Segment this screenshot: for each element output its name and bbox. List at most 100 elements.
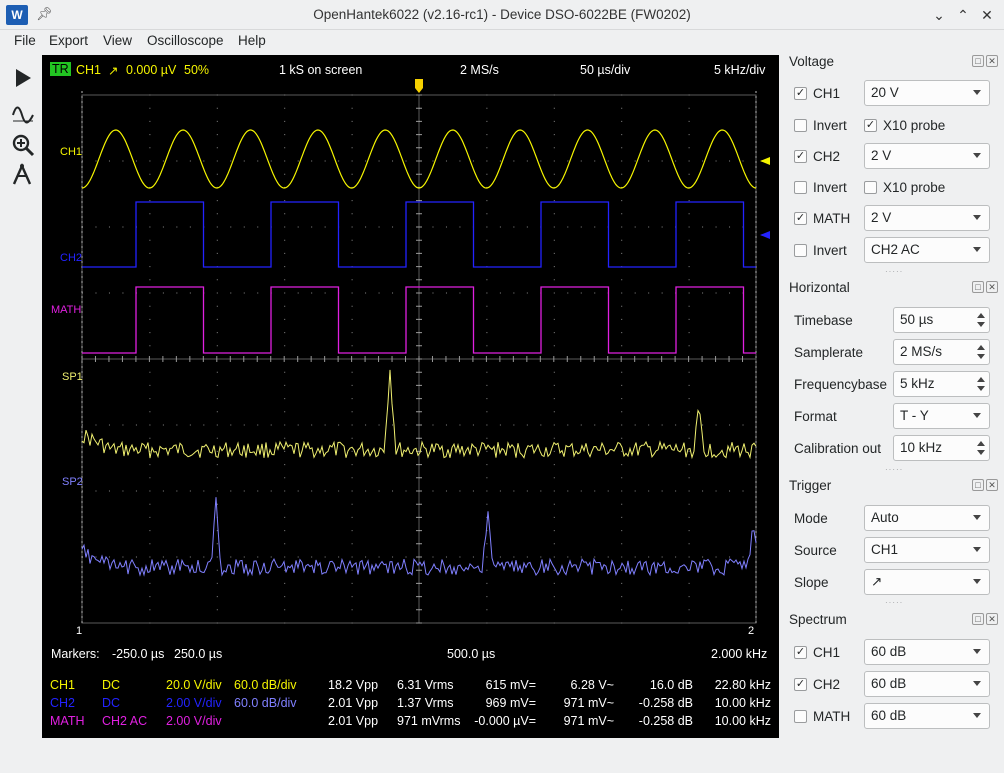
spectrum-ch2-checkbox[interactable]: ✓	[794, 678, 807, 691]
horizontal-dock-buttons[interactable]: □ ✕	[970, 281, 998, 293]
spectrum-dock-buttons[interactable]: □ ✕	[970, 613, 998, 625]
trace-label-math: MATH	[51, 304, 82, 316]
trigger-mode-select[interactable]: Auto	[864, 505, 990, 531]
format-select[interactable]: T - Y	[893, 403, 990, 429]
marker-delta-time: 500.0 µs	[447, 647, 496, 661]
measurement-dbdiv: 60.0 dB/div	[234, 696, 297, 710]
spectrum-math-select[interactable]: 60 dB	[864, 703, 990, 729]
menu-bar: File Export View Oscilloscope Help	[0, 30, 1004, 52]
frequencybase-spinbox[interactable]: 5 kHz	[893, 371, 990, 397]
measurement-freq: 10.00 kHz	[714, 696, 771, 710]
menu-oscilloscope[interactable]: Oscilloscope	[147, 33, 224, 48]
float-icon[interactable]: □	[972, 479, 984, 491]
measurement-freq: 10.00 kHz	[714, 714, 771, 728]
trigger-slope-select[interactable]: ↗	[864, 569, 990, 595]
measurement-name: CH1	[50, 678, 76, 692]
float-icon[interactable]: □	[972, 55, 984, 67]
maximize-icon[interactable]: ⌃	[957, 7, 969, 23]
ch2-checkbox[interactable]: ✓	[794, 150, 807, 163]
measurement-vdiv: 2.00 V/div	[166, 714, 222, 728]
spectrum-ch1-checkbox[interactable]: ✓	[794, 646, 807, 659]
menu-view[interactable]: View	[103, 33, 133, 48]
trigger-dock-buttons[interactable]: □ ✕	[970, 479, 998, 491]
resize-grip[interactable]: ·····	[885, 267, 904, 276]
resize-grip[interactable]: ·····	[885, 465, 904, 474]
format-label: Format	[794, 409, 837, 424]
timebase-spinbox[interactable]: 50 µs	[893, 307, 990, 333]
ch1-invert-checkbox[interactable]	[794, 119, 807, 132]
scope-display[interactable]: TR CH1 ↗ 0.000 µV 50% 1 kS on screen 2 M…	[42, 55, 779, 738]
trigger-source-select[interactable]: CH1	[864, 537, 990, 563]
ch1-probe-label: X10 probe	[883, 118, 946, 133]
spectrum-ch1-label: CH1	[813, 645, 841, 660]
marker-start-time: -250.0 µs	[112, 647, 165, 661]
horizontal-title: Horizontal	[789, 280, 850, 295]
chevron-down-icon	[973, 649, 981, 654]
float-icon[interactable]: □	[972, 281, 984, 293]
ch2-invert-checkbox[interactable]	[794, 181, 807, 194]
measurement-db: 16.0 dB	[649, 678, 693, 692]
trace-label-sp2: SP2	[62, 476, 83, 488]
measurement-vrms: 971 mVrms	[397, 714, 461, 728]
ch2-probe-checkbox[interactable]	[864, 181, 877, 194]
resize-grip[interactable]: ·····	[885, 598, 904, 607]
spectrum-1-trace	[81, 369, 757, 460]
marker-2-label[interactable]: 2	[748, 625, 755, 637]
menu-file[interactable]: File	[14, 33, 36, 48]
close-icon[interactable]: ✕	[986, 55, 998, 67]
math-invert-checkbox[interactable]	[794, 244, 807, 257]
trace-label-ch1: CH1	[60, 146, 83, 158]
measurement-coupling: DC	[102, 678, 121, 692]
ch1-level-marker	[760, 157, 770, 165]
ch2-probe-label: X10 probe	[883, 180, 946, 195]
spectrum-math-label: MATH	[813, 709, 851, 724]
timebase-label: Timebase	[794, 313, 853, 328]
frequencybase-label: Frequencybase	[794, 377, 888, 392]
trigger-position-marker	[415, 79, 423, 93]
ch2-gain-select[interactable]: 2 V	[864, 143, 990, 169]
math-checkbox[interactable]: ✓	[794, 212, 807, 225]
chevron-down-icon	[973, 90, 981, 95]
close-icon[interactable]: ✕	[986, 479, 998, 491]
math-mode-select[interactable]: CH2 AC	[864, 237, 990, 263]
menu-help[interactable]: Help	[238, 33, 266, 48]
close-icon[interactable]: ✕	[981, 7, 993, 23]
float-icon[interactable]: □	[972, 613, 984, 625]
measurement-dc: 969 mV=	[485, 696, 536, 710]
measure-icon[interactable]	[10, 163, 36, 189]
measurement-name: MATH	[50, 714, 85, 728]
menu-export[interactable]: Export	[49, 33, 89, 48]
voltage-title: Voltage	[789, 54, 835, 69]
zoom-icon[interactable]	[10, 133, 36, 159]
measurement-dbdiv: 60.0 dB/div	[234, 678, 297, 692]
spectrum-ch2-select[interactable]: 60 dB	[864, 671, 990, 697]
trigger-slope: ↗	[108, 64, 119, 78]
chevron-down-icon	[973, 247, 981, 252]
measurement-dc: 615 mV=	[485, 678, 536, 692]
minimize-icon[interactable]: ⌄	[933, 7, 945, 23]
measurement-name: CH2	[50, 696, 76, 710]
close-icon[interactable]: ✕	[986, 281, 998, 293]
math-gain-select[interactable]: 2 V	[864, 205, 990, 231]
trigger-channel: CH1	[76, 63, 102, 77]
settings-panel: Voltage □ ✕ ✓ CH1 20 V Invert ✓ X10 probe…	[781, 52, 1004, 752]
ch1-gain-select[interactable]: 20 V	[864, 80, 990, 106]
close-icon[interactable]: ✕	[986, 613, 998, 625]
measurement-db: -0.258 dB	[638, 714, 693, 728]
waveform-icon[interactable]	[10, 103, 36, 129]
ch1-checkbox[interactable]: ✓	[794, 87, 807, 100]
spectrum-math-checkbox[interactable]	[794, 710, 807, 723]
samplerate-spinbox[interactable]: 2 MS/s	[893, 339, 990, 365]
calibration-spinbox[interactable]: 10 kHz	[893, 435, 990, 461]
marker-1-label[interactable]: 1	[76, 625, 83, 637]
markers-label: Markers:	[51, 647, 100, 661]
pin-icon[interactable]: 📌︎	[36, 6, 53, 21]
chevron-down-icon	[973, 547, 981, 552]
voltage-dock-buttons[interactable]: □ ✕	[970, 55, 998, 67]
run-icon[interactable]	[10, 67, 36, 93]
chevron-down-icon	[973, 681, 981, 686]
trace-label-sp1: SP1	[62, 371, 83, 383]
spectrum-ch1-select[interactable]: 60 dB	[864, 639, 990, 665]
ch1-probe-checkbox[interactable]: ✓	[864, 119, 877, 132]
measurement-vpp: 18.2 Vpp	[328, 678, 379, 692]
